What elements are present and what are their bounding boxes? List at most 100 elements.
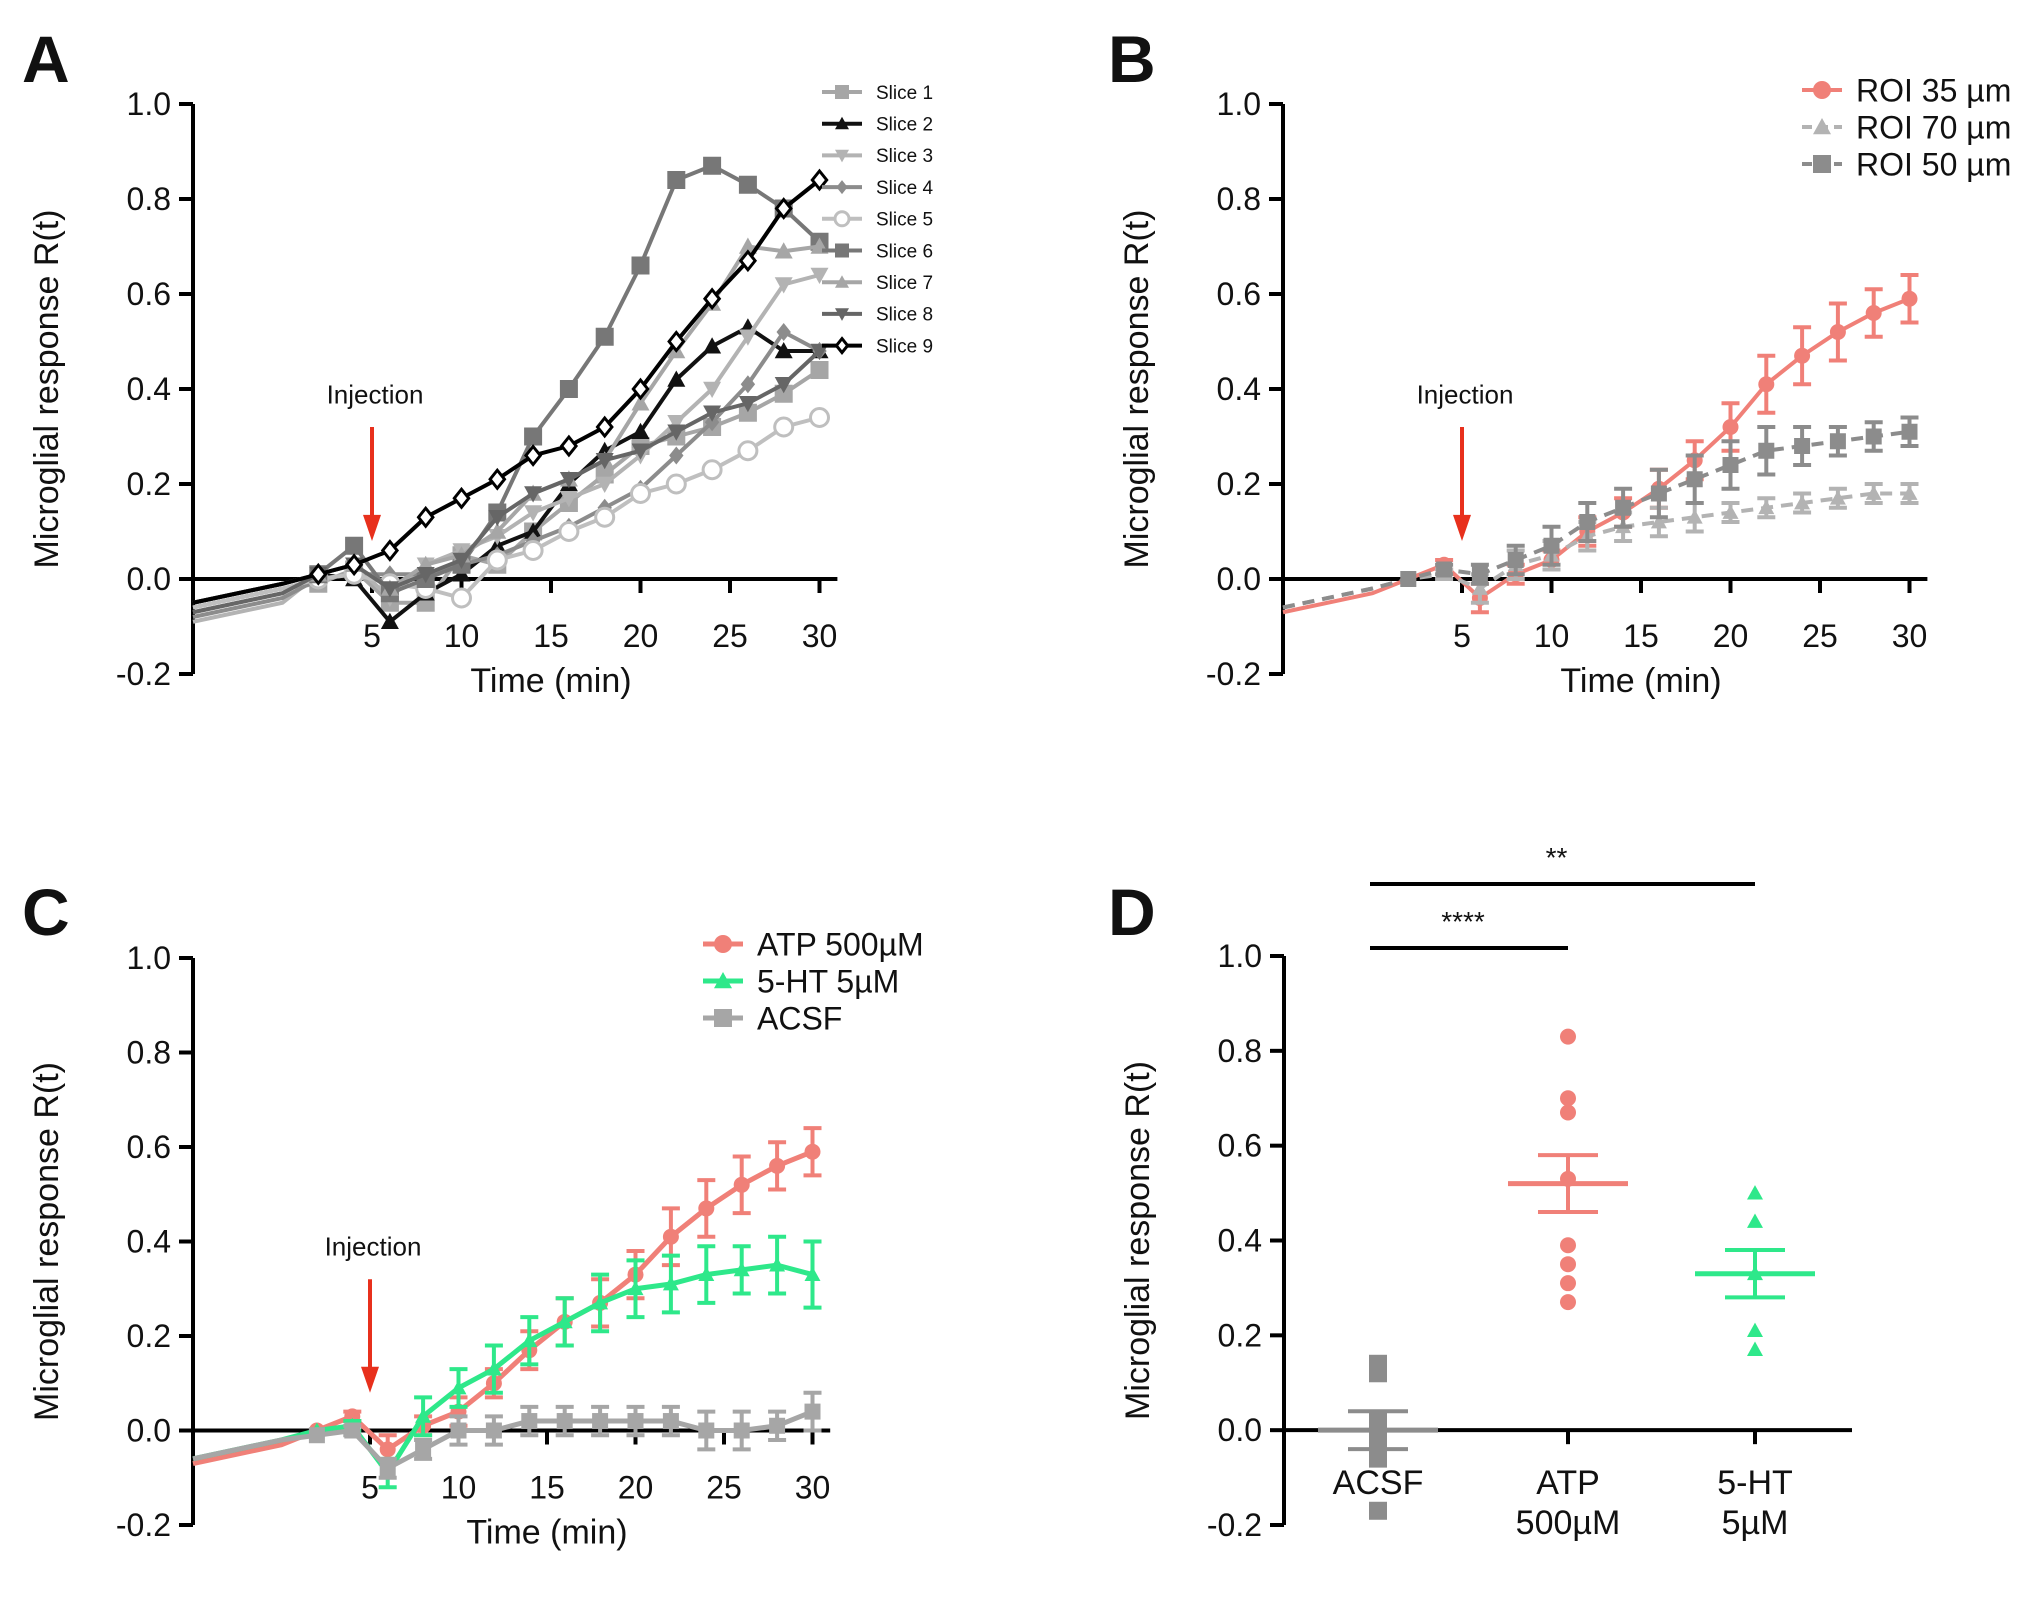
injection-arrow-head <box>361 1366 379 1393</box>
data-point <box>1865 305 1882 321</box>
legend-label: ACSF <box>757 1001 842 1037</box>
x-tick-label: 30 <box>795 1470 831 1506</box>
data-point <box>1901 485 1918 500</box>
legend-label: ATP 500µM <box>757 927 924 963</box>
data-point <box>631 394 650 411</box>
data-point <box>701 459 723 481</box>
legend-label: Slice 5 <box>876 210 933 231</box>
data-point <box>1369 1364 1387 1383</box>
significance-label: ** <box>1546 842 1568 873</box>
y-tick-label: 0.8 <box>1217 181 1261 217</box>
legend-marker <box>833 210 851 228</box>
x-tick-label: 5 <box>1453 618 1471 654</box>
series-line <box>1282 296 1911 615</box>
data-point <box>1747 1185 1763 1200</box>
y-tick-label: -0.2 <box>1206 656 1261 692</box>
data-point <box>344 1422 361 1439</box>
data-point <box>810 168 829 192</box>
data-point <box>452 552 471 569</box>
data-point <box>1794 495 1811 510</box>
y-tick-label: 1.0 <box>127 86 171 122</box>
legend-label: 5-HT 5µM <box>757 964 899 1000</box>
data-point <box>738 175 757 194</box>
series-slice-8 <box>192 343 829 615</box>
data-point <box>703 156 722 175</box>
data-point <box>524 505 543 522</box>
data-point <box>733 1176 750 1193</box>
category-label: 5µM <box>1722 1504 1789 1542</box>
legend-marker <box>836 180 848 195</box>
y-tick-label: 0.0 <box>1218 1412 1262 1448</box>
legend-label: Slice 4 <box>876 178 933 199</box>
series-atp-500-m <box>192 1126 822 1467</box>
category-label: 5-HT <box>1717 1464 1793 1502</box>
panel-label-b: B <box>1108 22 1156 96</box>
legend-marker <box>835 243 849 258</box>
data-point <box>1369 1449 1387 1468</box>
legend-marker <box>1813 81 1831 99</box>
legend-marker <box>835 85 849 99</box>
x-tick-label: 15 <box>529 1470 565 1506</box>
data-point <box>595 415 614 439</box>
legend-marker <box>834 336 850 356</box>
data-point <box>738 237 757 254</box>
data-point <box>1829 433 1846 450</box>
data-point <box>738 396 757 413</box>
data-point <box>1901 423 1918 440</box>
data-point <box>1615 499 1632 516</box>
x-tick-label: 5 <box>363 618 381 654</box>
data-point <box>804 1143 821 1160</box>
panel-label-a: A <box>22 22 70 96</box>
y-tick-label: 1.0 <box>1218 938 1262 974</box>
data-point <box>774 197 793 220</box>
series-roi-50-m <box>1282 415 1919 610</box>
data-point <box>1794 347 1811 364</box>
data-point <box>559 434 579 458</box>
data-point <box>774 277 793 294</box>
data-point <box>1560 1090 1576 1107</box>
y-tick-label: 0.6 <box>127 1129 171 1165</box>
y-tick-label: 0.4 <box>1217 371 1261 407</box>
x-tick-label: 20 <box>618 1470 654 1506</box>
data-point <box>698 1422 715 1439</box>
data-point <box>702 287 722 311</box>
panel-a-line-chart: -0.2 0.0 0.2 0.4 0.6 0.8 1.0 Microglial respons… <box>28 83 933 700</box>
data-point <box>773 416 795 438</box>
data-point <box>488 522 507 539</box>
significance-label: **** <box>1441 906 1485 937</box>
data-point <box>1471 566 1488 583</box>
x-axis-label: Time (min) <box>470 662 631 700</box>
y-tick-label: 0.2 <box>1217 466 1261 502</box>
data-point <box>521 1332 538 1348</box>
data-point <box>592 1294 609 1310</box>
y-tick-label: 1.0 <box>127 940 171 976</box>
x-tick-label: 25 <box>712 618 748 654</box>
data-point <box>344 553 364 577</box>
data-point <box>769 1417 786 1434</box>
series-line <box>192 178 821 605</box>
series-slice-6 <box>192 156 829 605</box>
y-tick-label: 0.4 <box>127 1224 171 1260</box>
series-line <box>1282 429 1910 610</box>
data-point <box>1507 552 1524 568</box>
panel-c-line-chart: -0.2 0.0 0.2 0.4 0.6 0.8 1.0 Microglial respons… <box>28 927 924 1552</box>
data-point <box>1650 514 1667 529</box>
data-point <box>740 375 756 394</box>
y-tick-label: -0.2 <box>116 1507 171 1543</box>
data-point <box>1722 457 1739 473</box>
data-point <box>667 424 686 441</box>
series-acsf <box>192 1390 822 1480</box>
data-point <box>1747 1341 1763 1356</box>
injection-annotation: Injection <box>325 1232 422 1262</box>
data-point <box>558 521 580 542</box>
data-point <box>523 444 543 467</box>
data-point <box>308 1427 325 1444</box>
data-point <box>737 440 759 462</box>
y-tick-label: 0.2 <box>1218 1317 1262 1353</box>
data-point <box>559 472 578 489</box>
data-point <box>809 407 830 428</box>
data-point <box>810 343 829 360</box>
legend: Slice 1 Slice 2 Slice 3 Slice 4 Slice 5 Slice… <box>822 83 933 357</box>
data-point <box>1560 1294 1576 1311</box>
y-axis-label: Microglial response R(t) <box>28 210 66 569</box>
